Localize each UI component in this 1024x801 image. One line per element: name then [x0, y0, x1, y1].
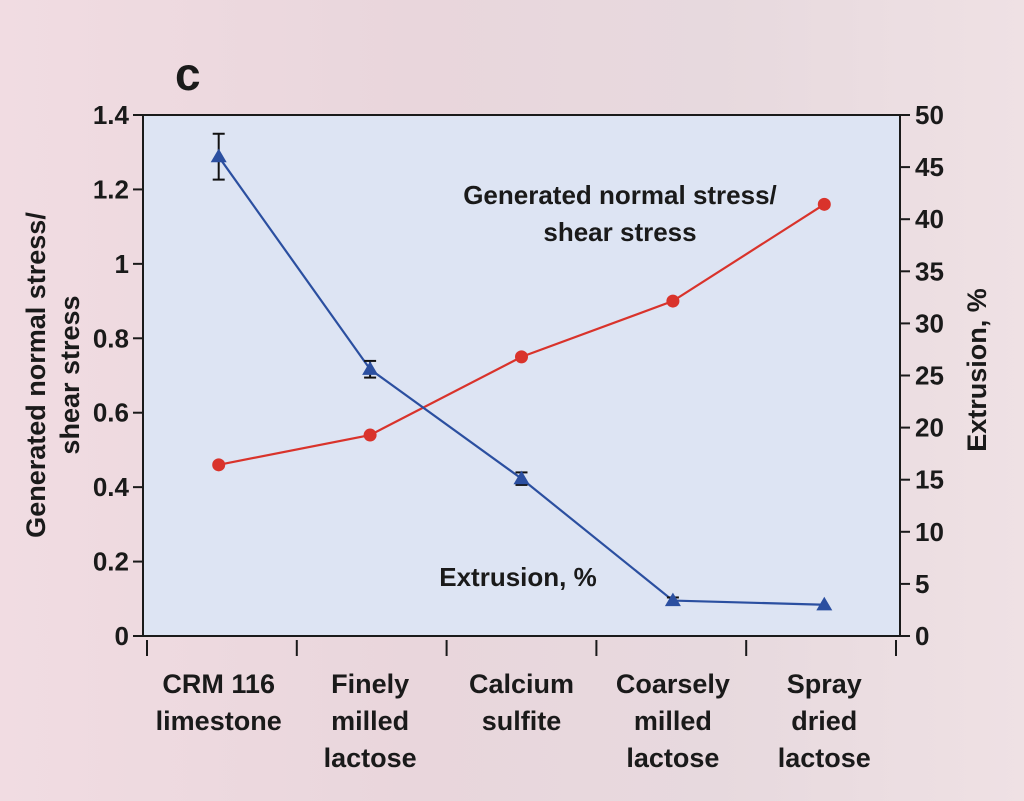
left-axis-tick-label: 0 [115, 621, 129, 651]
category-label: CRM 116 limestone [156, 669, 282, 736]
normal-stress-point [817, 197, 831, 211]
plot-area [142, 114, 901, 637]
right-axis-tick-label: 25 [915, 361, 944, 391]
normal-stress-point [363, 428, 377, 442]
left-axis-tick-label: 0.4 [93, 472, 130, 502]
right-axis-title-group: Extrusion, % [962, 288, 992, 452]
left-axis-tick-label: 0.6 [93, 398, 129, 428]
right-axis-tick-label: 15 [915, 465, 944, 495]
left-axis-tick-label: 0.2 [93, 547, 129, 577]
right-axis-tick-label: 5 [915, 569, 929, 599]
category-label: Coarsely milled lactose [616, 669, 730, 773]
category-label: Spray dried lactose [778, 669, 871, 773]
right-axis-tick-label: 35 [915, 256, 944, 286]
extrusion-point [210, 148, 227, 163]
normal-stress-annotation: Generated normal stress/shear stress [463, 180, 777, 247]
panel-label: c [175, 48, 201, 100]
right-axis-tick-label: 45 [915, 152, 944, 182]
right-axis-tick-label: 30 [915, 308, 944, 338]
right-axis-tick-label: 50 [915, 100, 944, 130]
extrusion-point [362, 361, 379, 375]
right-axis-title: Extrusion, % [962, 288, 992, 452]
right-axis-tick-label: 40 [915, 204, 944, 234]
extrusion-point [816, 596, 833, 611]
normal-stress-point [515, 350, 528, 364]
left-axis-tick-label: 0.8 [93, 323, 129, 353]
left-axis-title: Generated normal stress/shear stress [21, 212, 85, 538]
left-axis-tick-label: 1.2 [93, 174, 129, 204]
extrusion-annotation: Extrusion, % [439, 562, 596, 592]
left-axis-title-group: Generated normal stress/shear stress [21, 212, 85, 538]
category-label: Finely milled lactose [324, 669, 417, 773]
normal-stress-point [212, 458, 226, 472]
normal-stress-point [666, 294, 680, 308]
right-axis-tick-label: 10 [915, 517, 944, 547]
left-axis-tick-label: 1.4 [93, 100, 130, 130]
extrusion-point [664, 592, 681, 607]
category-label: Calcium sulfite [469, 669, 574, 736]
right-axis-tick-label: 20 [915, 413, 944, 443]
right-axis-tick-label: 0 [915, 621, 929, 651]
extrusion-point [513, 470, 530, 485]
left-axis-tick-label: 1 [115, 249, 129, 279]
